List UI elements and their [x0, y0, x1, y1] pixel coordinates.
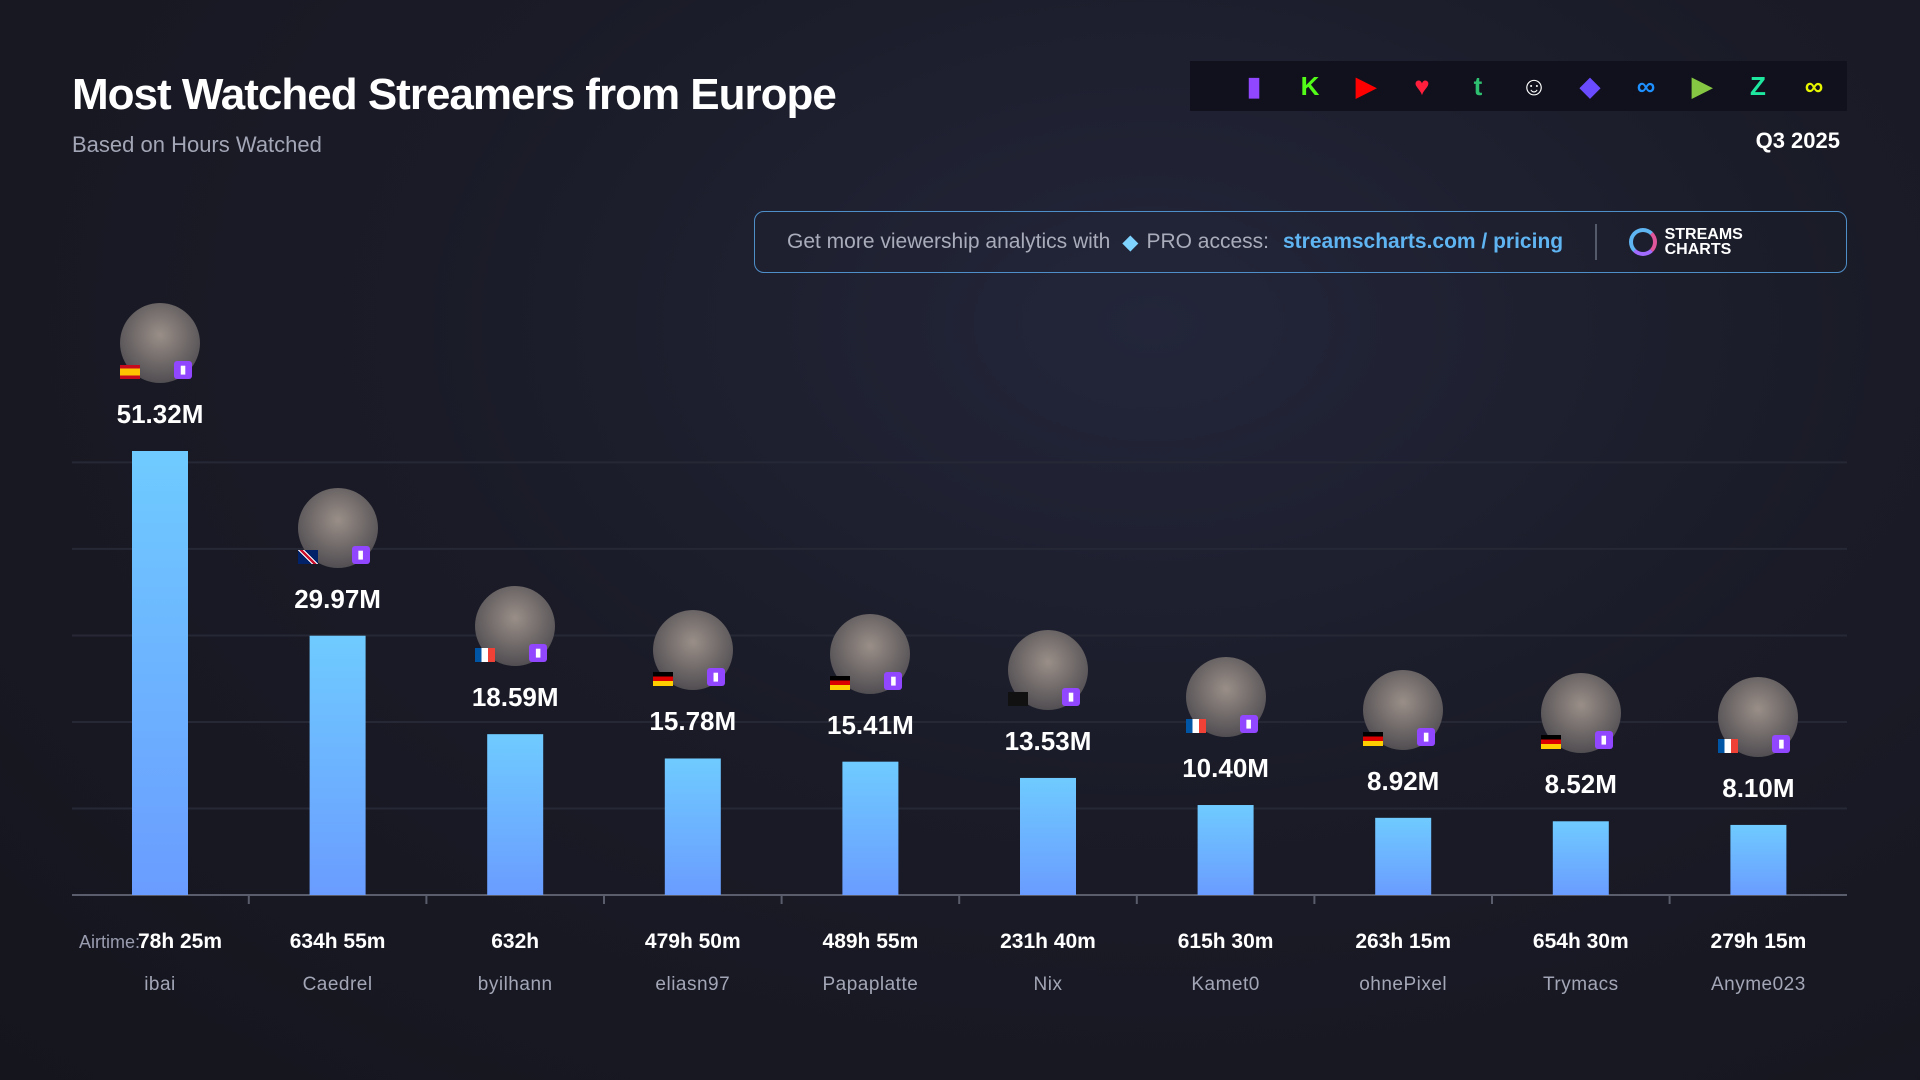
- airtime-value: 479h 50m: [644, 930, 741, 953]
- x-tick-label: byilhann: [477, 974, 553, 995]
- kick-icon: K: [1300, 70, 1320, 101]
- bar-byilhann: [487, 734, 544, 895]
- value-label: 15.41M: [827, 709, 914, 740]
- twitch-icon: ▮: [1062, 687, 1080, 706]
- airtime-value: 78h 25m: [137, 930, 223, 953]
- twitch-icon: ▮: [1772, 734, 1791, 753]
- bar-Caedrel: [309, 635, 366, 895]
- airtime-value: 634h 55m: [289, 930, 386, 953]
- x-tick-label: eliasn97: [655, 974, 731, 995]
- pricing-link[interactable]: streamscharts.com / pricing: [1283, 230, 1564, 253]
- nimo-icon: ◆: [1580, 70, 1600, 101]
- x-tick-label: Anyme023: [1710, 974, 1806, 995]
- divider: [1595, 224, 1597, 260]
- bar-Nix: [1020, 777, 1076, 895]
- streamscharts-logo-icon: [1628, 228, 1657, 256]
- airtime-label: Airtime:: [79, 932, 141, 952]
- bigo-live-icon: ☺: [1520, 70, 1548, 101]
- airtime-value: 231h 40m: [1000, 930, 1096, 953]
- diamond-icon: ◆: [1122, 230, 1139, 254]
- bar-ibai: [132, 451, 188, 895]
- flag-ES-icon: [120, 365, 140, 379]
- bar-Trymacs: [1552, 821, 1609, 895]
- period-label: Q3 2025: [1755, 128, 1840, 153]
- platform-icons: ▮ K ▶ ♥ t ☺ ◆ ∞ ▶ Z ∞: [1190, 61, 1847, 111]
- bar-Anyme023: [1730, 824, 1787, 895]
- trovo-icon: t: [1473, 70, 1483, 101]
- flag-DE-icon: [830, 675, 851, 690]
- bar-Kamet0: [1197, 805, 1254, 895]
- infinity-yellow-icon: ∞: [1804, 70, 1824, 101]
- x-tick-label: ibai: [144, 974, 176, 995]
- twitch-icon: ▮: [529, 644, 548, 663]
- value-label: 18.59M: [471, 682, 559, 713]
- x-tick-label: Trymacs: [1542, 974, 1619, 995]
- infinity-blue-icon: ∞: [1636, 70, 1656, 101]
- page-title: Most Watched Streamers from Europe: [72, 70, 837, 119]
- value-label: 15.78M: [649, 706, 737, 737]
- airtime-value: 654h 30m: [1532, 930, 1629, 953]
- airtime-value: 615h 30m: [1177, 930, 1274, 953]
- page-subtitle: Based on Hours Watched: [72, 132, 322, 157]
- value-label: 8.52M: [1544, 769, 1617, 800]
- value-label: 13.53M: [1004, 725, 1092, 756]
- twitch-icon: ▮: [884, 671, 903, 690]
- airtime-value: 279h 15m: [1710, 930, 1807, 953]
- twitch-icon: ▮: [706, 668, 725, 687]
- bar-Papaplatte: [842, 761, 899, 895]
- flag-DE-icon: [1540, 735, 1561, 750]
- value-label: 51.32M: [116, 399, 204, 429]
- flag-FR-icon: [475, 648, 496, 663]
- youtube-icon: ▶: [1356, 70, 1376, 101]
- twitch-icon: ▮: [174, 361, 192, 379]
- x-tick-label: Nix: [1033, 974, 1063, 995]
- flag-DE-icon: [652, 672, 673, 687]
- banner-text: Get more viewership analytics with: [787, 230, 1111, 253]
- rumble-icon: ▶: [1692, 70, 1712, 101]
- airtime-value: 263h 15m: [1355, 930, 1452, 953]
- bar-ohnePixel: [1375, 817, 1432, 895]
- flag-DE-icon: [1363, 731, 1384, 746]
- twitch-icon: ▮: [351, 545, 370, 564]
- streamscharts-logo[interactable]: STREAMS CHARTS: [1628, 226, 1743, 258]
- zhanqi-icon: Z: [1750, 70, 1766, 101]
- flag-FR-icon: [1718, 738, 1739, 753]
- twitch-icon: ▮: [1239, 715, 1258, 734]
- airtime-value: 489h 55m: [822, 930, 919, 953]
- flag-GB-icon: [297, 549, 318, 564]
- logo-line2: CHARTS: [1664, 241, 1732, 258]
- twitch-icon: ▮: [1417, 727, 1436, 746]
- value-label: 8.92M: [1367, 765, 1440, 796]
- x-tick-label: Kamet0: [1191, 974, 1260, 995]
- value-label: 10.40M: [1182, 753, 1269, 784]
- twitch-icon: ▮: [1594, 731, 1613, 750]
- x-tick-label: Caedrel: [302, 974, 373, 995]
- pro-banner: Get more viewership analytics with ◆ PRO…: [754, 211, 1847, 273]
- banner-pro: PRO access:: [1146, 230, 1269, 253]
- twitch-icon: ▮: [1246, 70, 1262, 101]
- value-label: 29.97M: [294, 583, 381, 614]
- logo-line1: STREAMS: [1664, 226, 1743, 243]
- value-label: 8.10M: [1722, 772, 1795, 803]
- bar-eliasn97: [664, 758, 721, 895]
- airtime-value: 632h: [491, 930, 540, 953]
- x-tick-label: Papaplatte: [822, 974, 919, 995]
- flag-unknown-icon: [1008, 691, 1028, 706]
- x-tick-label: ohnePixel: [1359, 974, 1448, 995]
- flag-FR-icon: [1185, 719, 1206, 734]
- vk-play-live-icon: ♥: [1414, 70, 1430, 101]
